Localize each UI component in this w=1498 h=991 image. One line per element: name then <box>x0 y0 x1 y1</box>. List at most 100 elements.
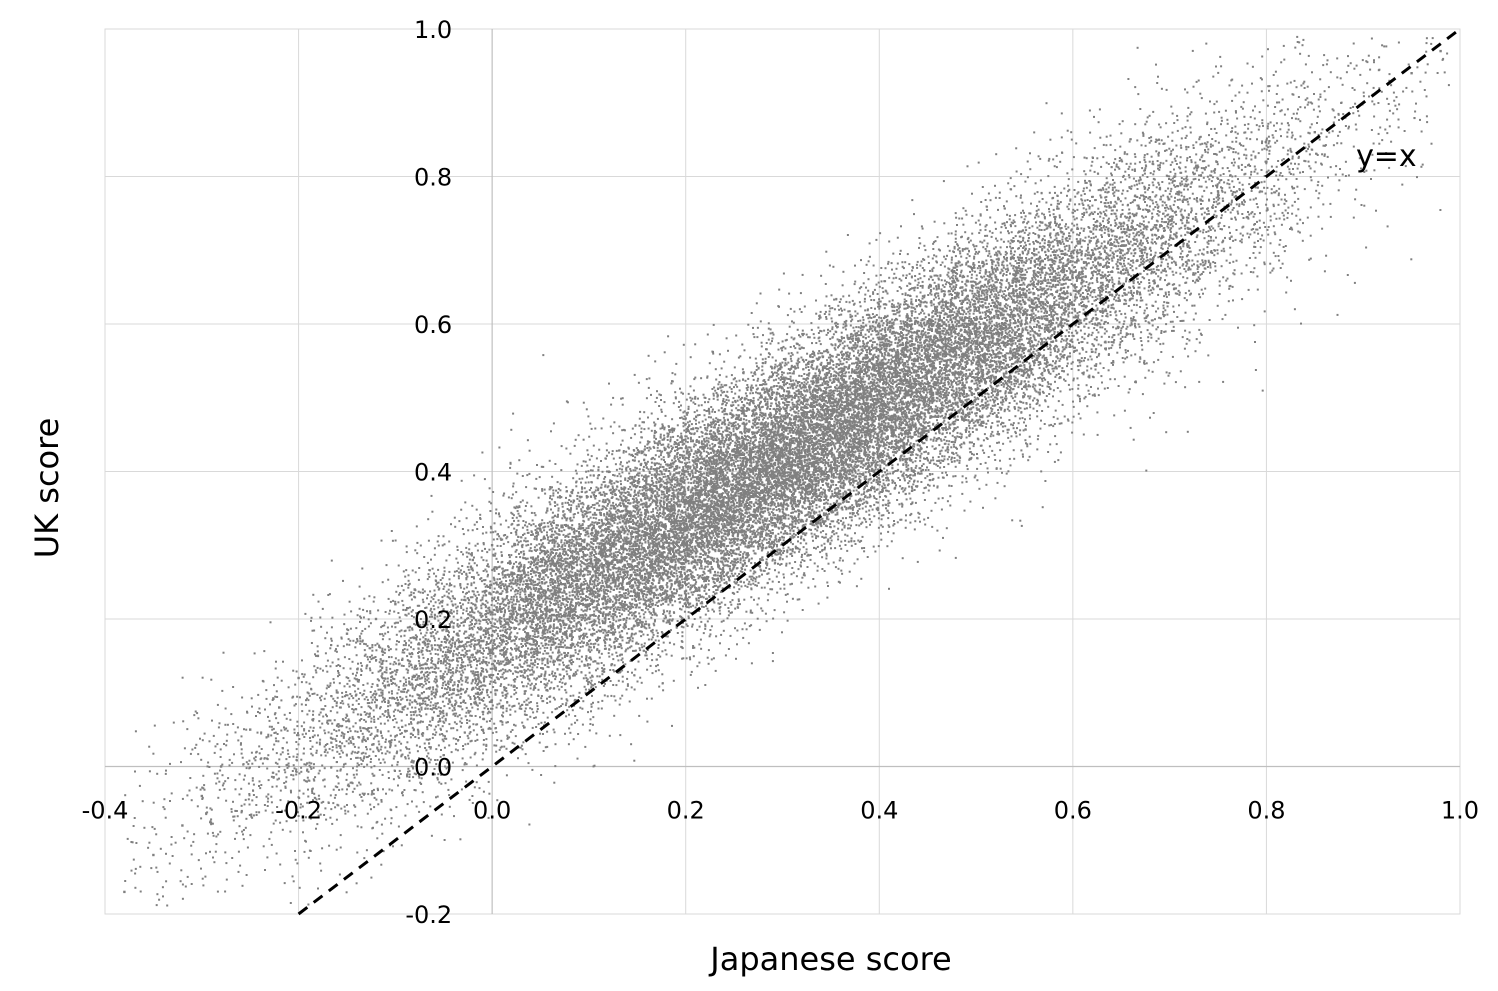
scatter-point <box>1023 265 1025 267</box>
scatter-point <box>518 459 520 461</box>
scatter-point <box>925 316 927 318</box>
scatter-point <box>867 456 869 458</box>
scatter-point <box>613 715 615 717</box>
scatter-point <box>245 799 247 801</box>
scatter-point <box>1149 142 1151 144</box>
scatter-point <box>1130 163 1132 165</box>
scatter-point <box>1232 209 1234 211</box>
scatter-point <box>943 439 945 441</box>
scatter-point <box>1165 431 1167 433</box>
scatter-point <box>401 711 403 713</box>
scatter-point <box>1159 166 1161 168</box>
scatter-point <box>717 599 719 601</box>
scatter-point <box>442 701 444 703</box>
scatter-point <box>862 322 864 324</box>
scatter-point <box>922 287 924 289</box>
scatter-point <box>961 218 963 220</box>
scatter-point <box>394 709 396 711</box>
scatter-point <box>1327 156 1329 158</box>
scatter-point <box>316 750 318 752</box>
scatter-point <box>697 687 699 689</box>
scatter-point <box>305 733 307 735</box>
scatter-point <box>296 696 298 698</box>
scatter-point <box>1136 224 1138 226</box>
scatter-point <box>382 774 384 776</box>
scatter-point <box>1268 142 1270 144</box>
scatter-point <box>1237 153 1239 155</box>
scatter-point <box>940 264 942 266</box>
scatter-point <box>586 644 588 646</box>
scatter-point <box>1208 213 1210 215</box>
scatter-point <box>1287 212 1289 214</box>
scatter-point <box>466 586 468 588</box>
scatter-point <box>1283 246 1285 248</box>
scatter-point <box>640 431 642 433</box>
scatter-point <box>466 719 468 721</box>
scatter-point <box>1083 338 1085 340</box>
scatter-point <box>683 430 685 432</box>
scatter-point <box>752 579 754 581</box>
scatter-point <box>1056 374 1058 376</box>
scatter-point <box>867 556 869 558</box>
scatter-point <box>190 753 192 755</box>
scatter-point <box>581 708 583 710</box>
scatter-point <box>1431 143 1433 145</box>
scatter-point <box>579 478 581 480</box>
scatter-point <box>639 677 641 679</box>
scatter-point <box>1182 336 1184 338</box>
scatter-point <box>642 583 644 585</box>
scatter-point <box>418 811 420 813</box>
scatter-point <box>269 703 271 705</box>
scatter-point <box>629 701 631 703</box>
scatter-point <box>917 278 919 280</box>
scatter-point <box>569 598 571 600</box>
scatter-point <box>912 461 914 463</box>
scatter-point <box>396 644 398 646</box>
scatter-point <box>1087 244 1089 246</box>
scatter-point <box>639 616 641 618</box>
scatter-point <box>1054 218 1056 220</box>
scatter-point <box>439 734 441 736</box>
scatter-point <box>950 446 952 448</box>
scatter-point <box>962 207 964 209</box>
scatter-point <box>955 359 957 361</box>
scatter-point <box>377 718 379 720</box>
scatter-point <box>338 782 340 784</box>
scatter-point <box>1217 199 1219 201</box>
scatter-point <box>1238 91 1240 93</box>
scatter-point <box>960 256 962 258</box>
scatter-point <box>999 192 1001 194</box>
scatter-point <box>712 409 714 411</box>
scatter-point <box>1120 330 1122 332</box>
scatter-point <box>939 453 941 455</box>
scatter-point <box>945 450 947 452</box>
scatter-point <box>522 500 524 502</box>
scatter-point <box>1052 395 1054 397</box>
scatter-point <box>1055 410 1057 412</box>
scatter-point <box>641 589 643 591</box>
scatter-point <box>948 422 950 424</box>
scatter-point <box>651 653 653 655</box>
scatter-point <box>949 286 951 288</box>
scatter-point <box>1190 186 1192 188</box>
scatter-point <box>888 277 890 279</box>
scatter-point <box>1007 432 1009 434</box>
scatter-point <box>578 545 580 547</box>
scatter-point <box>787 593 789 595</box>
scatter-point <box>756 427 758 429</box>
scatter-point <box>468 569 470 571</box>
scatter-point <box>315 752 317 754</box>
scatter-point <box>645 596 647 598</box>
scatter-point <box>302 831 304 833</box>
scatter-point <box>884 484 886 486</box>
scatter-point <box>937 293 939 295</box>
scatter-point <box>1171 330 1173 332</box>
scatter-point <box>382 713 384 715</box>
scatter-point <box>1277 179 1279 181</box>
scatter-point <box>1370 178 1372 180</box>
scatter-point <box>1175 214 1177 216</box>
scatter-point <box>534 512 536 514</box>
scatter-point <box>1007 324 1009 326</box>
scatter-point <box>916 267 918 269</box>
scatter-point <box>947 449 949 451</box>
